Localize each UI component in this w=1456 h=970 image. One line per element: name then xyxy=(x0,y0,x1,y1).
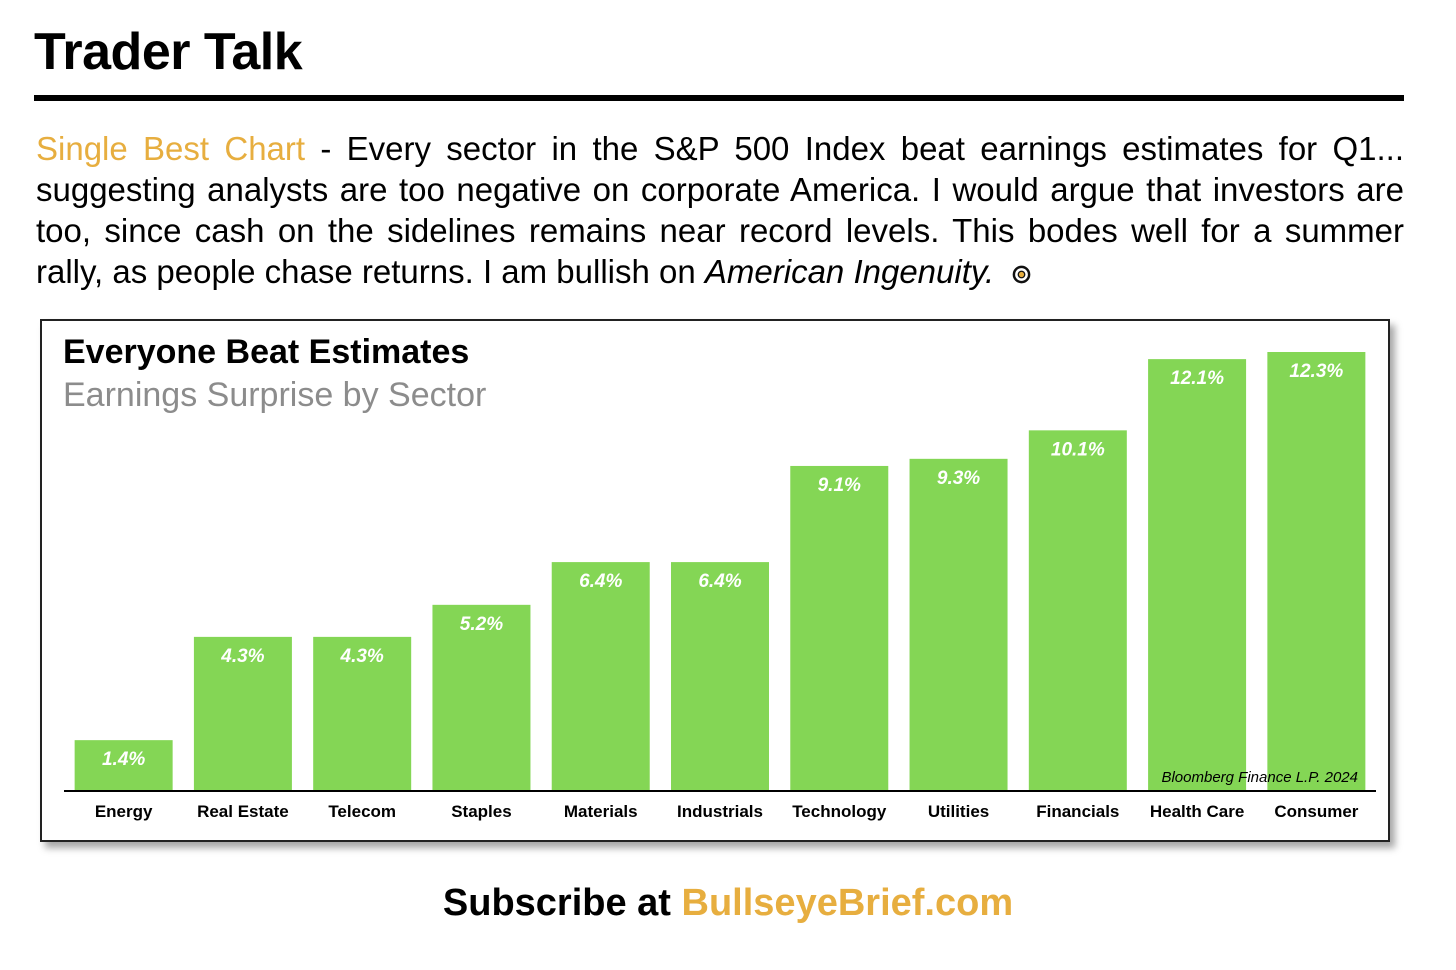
chart-subtitle: Earnings Surprise by Sector xyxy=(63,376,487,414)
title-divider xyxy=(34,95,1404,101)
x-tick-label: Energy xyxy=(95,802,153,821)
x-tick-label: Consumer xyxy=(1274,802,1358,821)
bar-value-label: 5.2% xyxy=(460,614,503,635)
bar-value-label: 9.3% xyxy=(937,468,980,489)
chart-source: Bloomberg Finance L.P. 2024 xyxy=(1161,769,1358,786)
bar-consumer xyxy=(1267,352,1366,790)
bar-value-label: 1.4% xyxy=(102,749,145,770)
bar-financials xyxy=(1028,430,1127,790)
bar-value-label: 4.3% xyxy=(340,646,384,667)
subscribe-footer: Subscribe at BullseyeBrief.com xyxy=(0,884,1456,922)
x-tick-label: Utilities xyxy=(928,802,989,821)
page-title: Trader Talk xyxy=(34,23,303,81)
bar-value-label: 12.1% xyxy=(1170,368,1224,389)
intro-paragraph: Single Best Chart - Every sector in the … xyxy=(36,128,1404,292)
chart-title: Everyone Beat Estimates xyxy=(63,333,470,371)
bar-staples xyxy=(432,604,531,790)
x-tick-label: Financials xyxy=(1036,802,1119,821)
bar-materials xyxy=(551,562,650,790)
bar-value-label: 4.3% xyxy=(220,646,264,667)
bar-utilities xyxy=(909,458,1008,790)
bar-real-estate xyxy=(193,636,292,790)
bar-technology xyxy=(790,465,889,790)
bar-value-label: 12.3% xyxy=(1289,361,1343,382)
bar-value-label: 6.4% xyxy=(579,571,622,592)
bar-energy xyxy=(74,740,173,790)
bar-value-label: 6.4% xyxy=(698,571,741,592)
chart-panel: 1.4% Energy 4.3% Real Estate 4.3% Telecom 5.2%… xyxy=(40,319,1390,842)
bar-telecom xyxy=(313,636,412,790)
x-tick-label: Industrials xyxy=(677,802,763,821)
bar-chart: 1.4% Energy 4.3% Real Estate 4.3% Telecom 5.2%… xyxy=(64,352,1376,821)
x-tick-label: Technology xyxy=(792,802,887,821)
x-tick-label: Staples xyxy=(451,802,511,821)
intro-highlight: Single Best Chart xyxy=(36,130,306,167)
intro-text: - Every sector in the S&P 500 Index beat… xyxy=(36,130,1404,290)
x-tick-label: Materials xyxy=(564,802,638,821)
x-tick-label: Health Care xyxy=(1150,802,1244,821)
bar-value-label: 10.1% xyxy=(1051,439,1105,460)
x-tick-label: Real Estate xyxy=(197,802,289,821)
bar-industrials xyxy=(671,562,769,790)
bar-health-care xyxy=(1148,359,1247,790)
subscribe-prefix: Subscribe at xyxy=(442,882,682,924)
subscribe-link[interactable]: BullseyeBrief.com xyxy=(681,882,1014,924)
bullseye-icon xyxy=(1012,265,1031,284)
bar-value-label: 9.1% xyxy=(818,475,861,496)
x-tick-label: Telecom xyxy=(328,802,396,821)
intro-emphasis: American Ingenuity. xyxy=(704,253,995,290)
